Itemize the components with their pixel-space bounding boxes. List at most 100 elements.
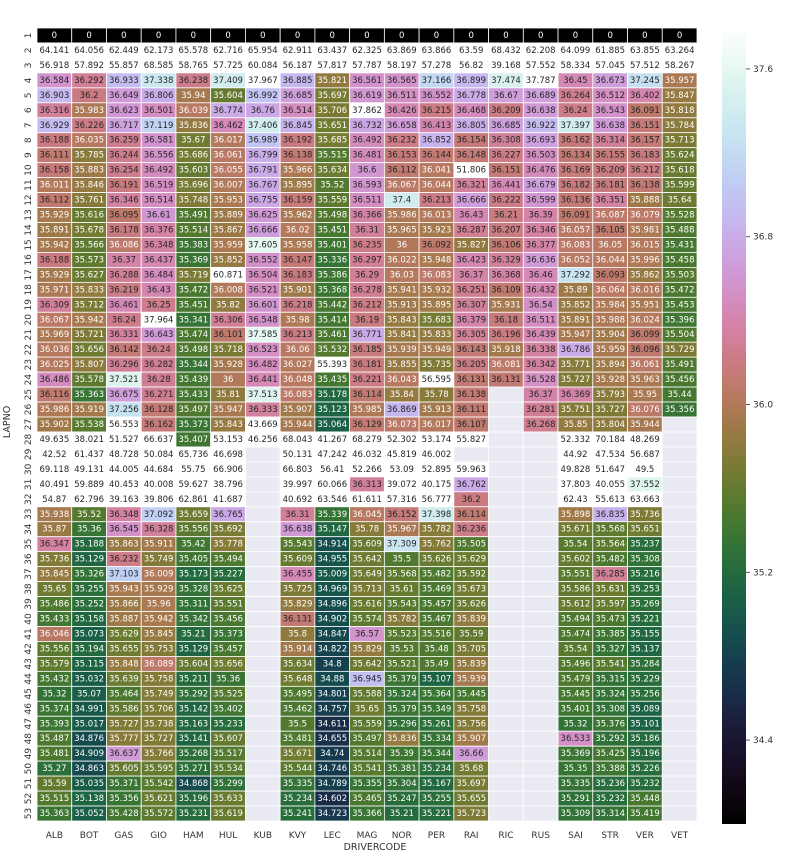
cell-value-label: 68.279 — [352, 435, 382, 445]
cell-value-label: 36.183 — [283, 270, 313, 280]
cell-value-label: 35.35 — [563, 764, 587, 774]
cell-value-label: 34.723 — [317, 809, 347, 819]
cell-value-label: 36.06 — [285, 345, 309, 355]
cell-value-label: 36.37 — [459, 270, 483, 280]
cell-value-label: 35.335 — [561, 779, 591, 789]
cell-value-label: 64.141 — [39, 46, 69, 56]
cell-value-label: 49.635 — [39, 435, 69, 445]
cell-value-label: 35.586 — [561, 585, 591, 595]
cell-value-label: 35.597 — [595, 600, 625, 610]
cell-value-label: 37.967 — [248, 76, 278, 86]
cell-value-label: 35.659 — [178, 510, 208, 520]
cell-value-label: 35.188 — [74, 540, 104, 550]
cell-value-label: 35.683 — [422, 315, 452, 325]
y-tick-label: 39 — [24, 598, 34, 610]
cell-value-label: 35.21 — [390, 809, 414, 819]
heatmap-cell — [522, 760, 559, 777]
cell-value-label: 35.474 — [178, 330, 208, 340]
heatmap-cell — [488, 700, 524, 717]
cell-value-label: 0 — [503, 31, 508, 41]
heatmap-cell — [522, 581, 559, 597]
heatmap-cell — [245, 760, 281, 777]
cell-value-label: 37.4 — [392, 196, 411, 206]
cell-value-label: 61.885 — [595, 46, 625, 56]
cell-value-label: 35.953 — [213, 196, 243, 206]
cell-value-label: 36.638 — [595, 121, 625, 131]
heatmap-cell — [522, 700, 559, 717]
cell-value-label: 43.669 — [248, 420, 278, 430]
cell-value-label: 35.374 — [39, 704, 69, 714]
cell-value-label: 53.09 — [390, 465, 414, 475]
cell-value-label: 35.827 — [456, 240, 486, 250]
cell-value-label: 36.308 — [491, 136, 521, 146]
x-tick-label: RIC — [498, 831, 513, 841]
cell-value-label: 35.521 — [387, 659, 417, 669]
cell-value-label: 55.857 — [109, 61, 139, 71]
heatmap-cell — [245, 476, 281, 493]
cell-value-label: 36.086 — [109, 240, 139, 250]
cell-value-label: 35.929 — [39, 211, 69, 221]
colorbar — [722, 27, 746, 824]
y-tick-label: 26 — [24, 404, 34, 416]
heatmap-cell — [488, 551, 524, 568]
cell-value-label: 55.393 — [317, 360, 347, 370]
cell-value-label: 35.748 — [178, 196, 208, 206]
cell-value-label: 46.698 — [213, 450, 243, 460]
cell-value-label: 35.405 — [178, 555, 208, 565]
cell-value-label: 70.184 — [595, 435, 625, 445]
cell-value-label: 36.548 — [248, 315, 278, 325]
cell-value-label: 35.39 — [390, 749, 414, 759]
cell-value-label: 35.292 — [178, 689, 208, 699]
cell-value-label: 35.845 — [39, 570, 69, 580]
cell-value-label: 35.756 — [456, 719, 486, 729]
cell-value-label: 36.017 — [213, 136, 243, 146]
cell-value-label: 36.636 — [526, 255, 556, 265]
heatmap-cell — [661, 656, 698, 672]
cell-value-label: 35.255 — [74, 585, 104, 595]
cell-value-label: 35.221 — [422, 809, 452, 819]
cell-value-label: 36.31 — [285, 510, 309, 520]
cell-value-label: 36.232 — [109, 555, 139, 565]
cell-value-label: 51.647 — [595, 465, 625, 475]
cell-value-label: 36.138 — [283, 151, 313, 161]
cell-value-label: 36.044 — [595, 255, 625, 265]
cell-value-label: 35.962 — [283, 211, 313, 221]
cell-value-label: 35.234 — [283, 794, 313, 804]
cell-value-label: 36.181 — [595, 181, 625, 191]
cell-value-label: 35.984 — [595, 300, 625, 310]
cell-value-label: 36.131 — [491, 375, 521, 385]
cell-value-label: 0 — [330, 31, 335, 41]
cell-value-label: 35.784 — [665, 121, 695, 131]
cell-value-label: 36.307 — [456, 300, 486, 310]
colorbar-tick-label: 34.4 — [753, 736, 773, 746]
cell-value-label: 35.255 — [422, 794, 452, 804]
cell-value-label: 35.944 — [283, 420, 313, 430]
cell-value-label: 59.627 — [178, 480, 208, 490]
cell-value-label: 34.655 — [317, 734, 347, 744]
cell-value-label: 37.474 — [491, 76, 521, 86]
cell-value-label: 52.302 — [387, 435, 417, 445]
cell-value-label: 0 — [364, 31, 369, 41]
cell-value-label: 35.712 — [74, 300, 104, 310]
cell-value-label: 36.111 — [39, 151, 69, 161]
cell-value-label: 36.152 — [387, 510, 417, 520]
cell-value-label: 35.052 — [74, 809, 104, 819]
cell-value-label: 36.643 — [144, 330, 174, 340]
cell-value-label: 35.229 — [630, 674, 660, 684]
cell-value-label: 35.328 — [178, 585, 208, 595]
cell-value-label: 35.494 — [213, 555, 243, 565]
heatmap-cell — [522, 491, 559, 508]
x-tick-label: KUB — [254, 831, 272, 841]
cell-value-label: 36.196 — [491, 330, 521, 340]
heatmap-cell — [245, 491, 281, 508]
cell-value-label: 35.339 — [317, 510, 347, 520]
cell-value-label: 35.758 — [144, 674, 174, 684]
heatmap-cell — [245, 521, 281, 538]
cell-value-label: 35.467 — [422, 615, 452, 625]
y-tick-label: 38 — [24, 583, 34, 595]
cell-value-label: 35.634 — [317, 166, 347, 176]
cell-value-label: 35.376 — [595, 719, 625, 729]
heatmap-cell — [488, 386, 524, 403]
cell-value-label: 35.472 — [178, 285, 208, 295]
cell-value-label: 36.992 — [248, 91, 278, 101]
